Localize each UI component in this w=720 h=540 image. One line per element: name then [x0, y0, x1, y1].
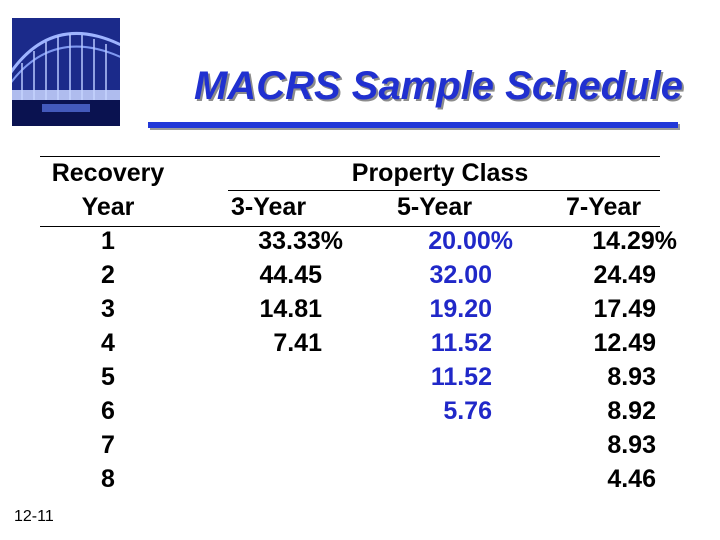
- header-7-year: 7-Year: [566, 193, 642, 221]
- seven-year-cell: 17.49: [593, 295, 656, 323]
- five-year-cell: 20.00%: [428, 227, 513, 255]
- slide-title: MACRS Sample Schedule: [193, 64, 683, 108]
- five-year-cell: 11.52: [430, 329, 492, 357]
- recovery-year-cell: 2: [101, 261, 115, 289]
- five-year-cell: 11.52: [430, 363, 492, 391]
- property-class-rule: [228, 190, 660, 191]
- three-year-cell: 33.33%: [258, 227, 343, 255]
- five-year-cell: 19.20: [429, 295, 492, 323]
- recovery-year-cell: 8: [101, 465, 115, 493]
- seven-year-cell: 24.49: [593, 261, 656, 289]
- header-bottom-rule: [40, 226, 660, 227]
- five-year-cell: 5.76: [443, 397, 492, 425]
- seven-year-cell: 8.93: [607, 431, 656, 459]
- seven-year-cell: 4.46: [607, 465, 656, 493]
- five-year-cell: 32.00: [429, 261, 492, 289]
- header-3-year: 3-Year: [231, 193, 307, 221]
- seven-year-cell: 8.92: [607, 397, 656, 425]
- three-year-cell: 44.45: [259, 261, 322, 289]
- seven-year-cell: 8.93: [607, 363, 656, 391]
- recovery-year-cell: 1: [101, 227, 115, 255]
- title-underline: [148, 122, 678, 128]
- recovery-year-cell: 6: [101, 397, 115, 425]
- slide-number: 12-11: [14, 508, 54, 525]
- bridge-photo-icon: [12, 18, 120, 126]
- seven-year-cell: 14.29%: [592, 227, 677, 255]
- table-top-rule: [40, 156, 660, 157]
- three-year-cell: 7.41: [273, 329, 322, 357]
- three-year-cell: 14.81: [259, 295, 322, 323]
- recovery-year-cell: 4: [101, 329, 115, 357]
- header-year: Year: [81, 193, 135, 221]
- recovery-year-cell: 7: [101, 431, 115, 459]
- seven-year-cell: 12.49: [593, 329, 656, 357]
- recovery-year-cell: 3: [101, 295, 115, 323]
- recovery-year-cell: 5: [101, 363, 115, 391]
- header-5-year: 5-Year: [397, 193, 473, 221]
- header-property-class: Property Class: [351, 159, 529, 187]
- header-recovery: Recovery: [51, 159, 165, 187]
